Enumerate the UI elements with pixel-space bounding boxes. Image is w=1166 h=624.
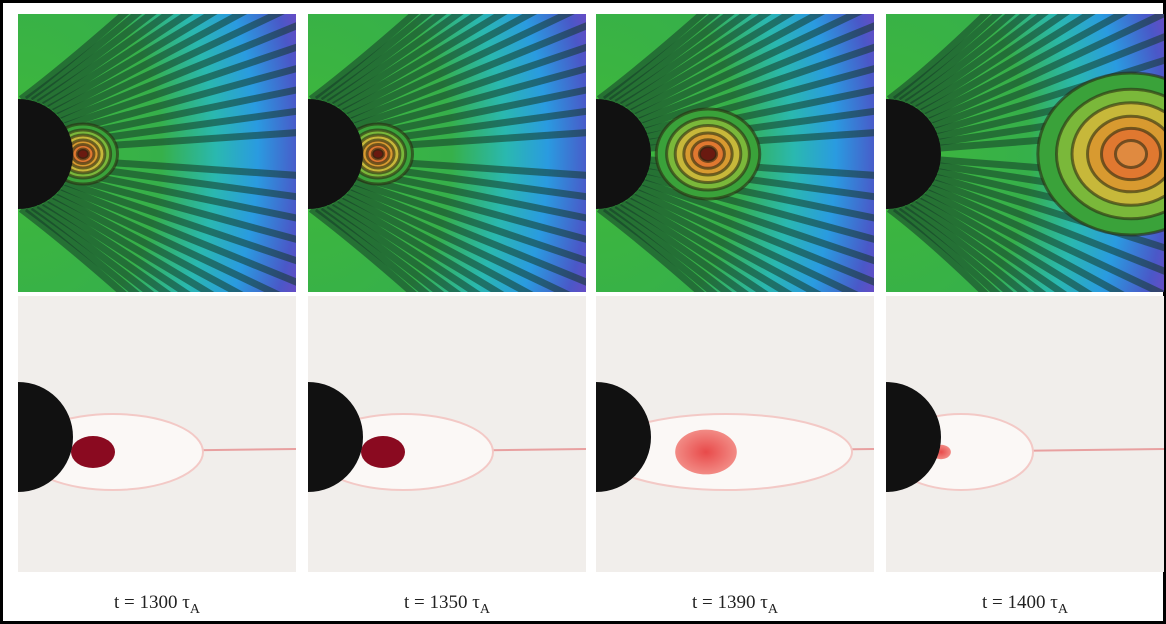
current-content bbox=[831, 296, 1164, 572]
current-blob bbox=[361, 436, 405, 468]
current-blob bbox=[675, 430, 737, 475]
island-ring bbox=[1115, 141, 1146, 168]
caption-subscript: A bbox=[768, 602, 779, 617]
figure-canvas: t = 1300 τAt = 1350 τAt = 1390 τAt = 140… bbox=[0, 0, 1166, 624]
caption-text: t = 1390 τ bbox=[692, 592, 768, 613]
current-blob bbox=[71, 436, 115, 468]
current-content bbox=[0, 296, 296, 572]
caption-text: t = 1300 τ bbox=[114, 592, 190, 613]
caption-subscript: A bbox=[190, 602, 201, 617]
panel-caption: t = 1390 τA bbox=[692, 592, 779, 617]
panel-caption: t = 1400 τA bbox=[982, 592, 1069, 617]
current-content bbox=[541, 296, 874, 572]
island-ring bbox=[372, 149, 384, 159]
current-panel bbox=[0, 296, 296, 572]
caption-text: t = 1400 τ bbox=[982, 592, 1058, 613]
current-panel bbox=[541, 296, 874, 572]
current-panel bbox=[253, 296, 586, 572]
island-ring bbox=[699, 147, 716, 162]
current-panel bbox=[831, 296, 1164, 572]
current-content bbox=[253, 296, 586, 572]
caption-text: t = 1350 τ bbox=[404, 592, 480, 613]
island-ring bbox=[77, 149, 89, 159]
caption-subscript: A bbox=[1058, 602, 1069, 617]
panel-caption: t = 1300 τA bbox=[114, 592, 201, 617]
panel-caption: t = 1350 τA bbox=[404, 592, 491, 617]
caption-subscript: A bbox=[480, 602, 491, 617]
figure: t = 1300 τAt = 1350 τAt = 1390 τAt = 140… bbox=[0, 0, 1166, 624]
